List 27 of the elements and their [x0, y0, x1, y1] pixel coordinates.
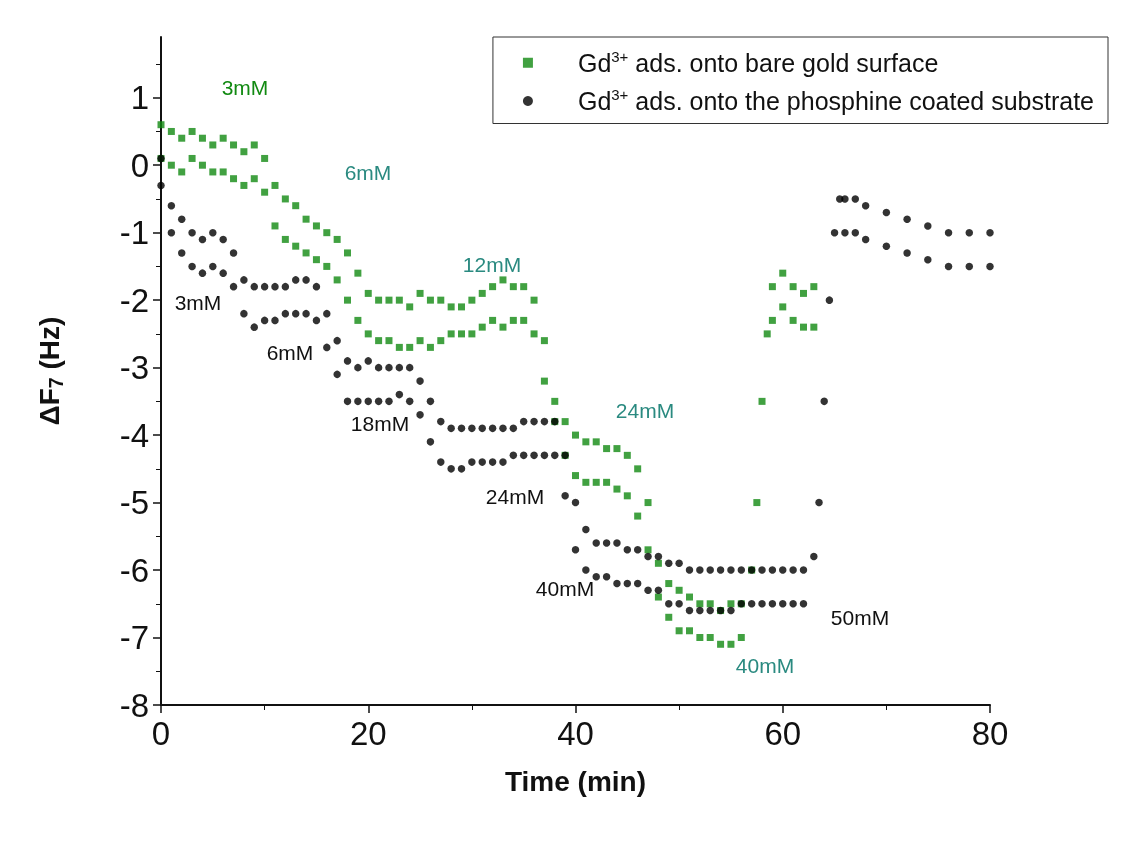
- annotation: 40mM: [535, 576, 595, 600]
- y-tick-label: -4: [119, 416, 149, 454]
- y-tick-label: -8: [119, 686, 149, 724]
- y-tick-label: -5: [119, 484, 149, 522]
- annotation: 6mM: [344, 160, 392, 184]
- x-tick-label: 20: [349, 715, 387, 752]
- y-tick-label: -7: [119, 619, 149, 657]
- x-tick-label: 80: [971, 715, 1009, 752]
- annotation: 50mM: [830, 605, 890, 629]
- x-tick-label: 40: [557, 715, 594, 752]
- annotation: 3mM: [221, 75, 269, 99]
- x-tick-label: 60: [764, 715, 802, 752]
- x-axis-title: Time (min): [504, 765, 647, 797]
- y-tick-label: 0: [130, 146, 149, 184]
- y-tick-label: 1: [130, 79, 149, 117]
- y-tick-label: -2: [119, 281, 149, 319]
- annotation: 12mM: [462, 252, 522, 276]
- annotation: 3mM: [174, 290, 222, 314]
- y-tick-label: -3: [119, 349, 149, 387]
- annotation: 24mM: [485, 484, 545, 508]
- annotation: 40mM: [735, 653, 795, 677]
- annotation: 6mM: [266, 340, 314, 364]
- y-tick-label: -1: [119, 214, 149, 252]
- y-tick-label: -6: [119, 551, 149, 589]
- annotation: 18mM: [350, 411, 410, 435]
- y-axis-title: ΔF7 (Hz): [34, 316, 67, 426]
- annotation: 24mM: [615, 398, 675, 422]
